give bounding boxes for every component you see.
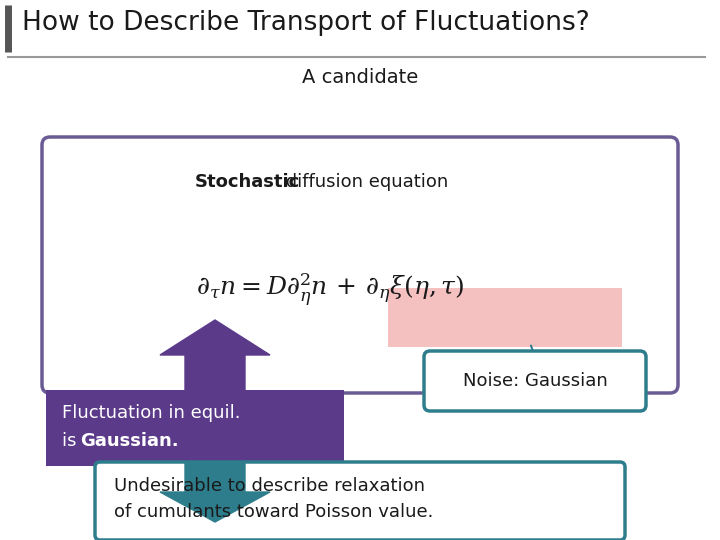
Text: How to Describe Transport of Fluctuations?: How to Describe Transport of Fluctuation…	[22, 10, 590, 36]
Polygon shape	[160, 320, 270, 395]
Text: Gaussian.: Gaussian.	[80, 432, 179, 450]
Text: diffusion equation: diffusion equation	[280, 173, 449, 191]
Text: Fluctuation in equil.: Fluctuation in equil.	[62, 404, 240, 422]
FancyBboxPatch shape	[42, 137, 678, 393]
Text: Stochastic: Stochastic	[195, 173, 300, 191]
Text: A candidate: A candidate	[302, 68, 418, 87]
Text: Undesirable to describe relaxation: Undesirable to describe relaxation	[114, 477, 425, 495]
Text: is: is	[62, 432, 82, 450]
FancyBboxPatch shape	[388, 288, 622, 347]
Text: $\partial_\tau n = D\partial^2_\eta n\,+\,\partial_\eta\xi(\eta,\tau)$: $\partial_\tau n = D\partial^2_\eta n\,+…	[196, 272, 464, 308]
FancyBboxPatch shape	[95, 462, 625, 540]
Text: of cumulants toward Poisson value.: of cumulants toward Poisson value.	[114, 503, 433, 521]
FancyBboxPatch shape	[46, 390, 344, 466]
Polygon shape	[160, 462, 270, 522]
Text: Noise: Gaussian: Noise: Gaussian	[463, 372, 608, 390]
FancyBboxPatch shape	[424, 351, 646, 411]
